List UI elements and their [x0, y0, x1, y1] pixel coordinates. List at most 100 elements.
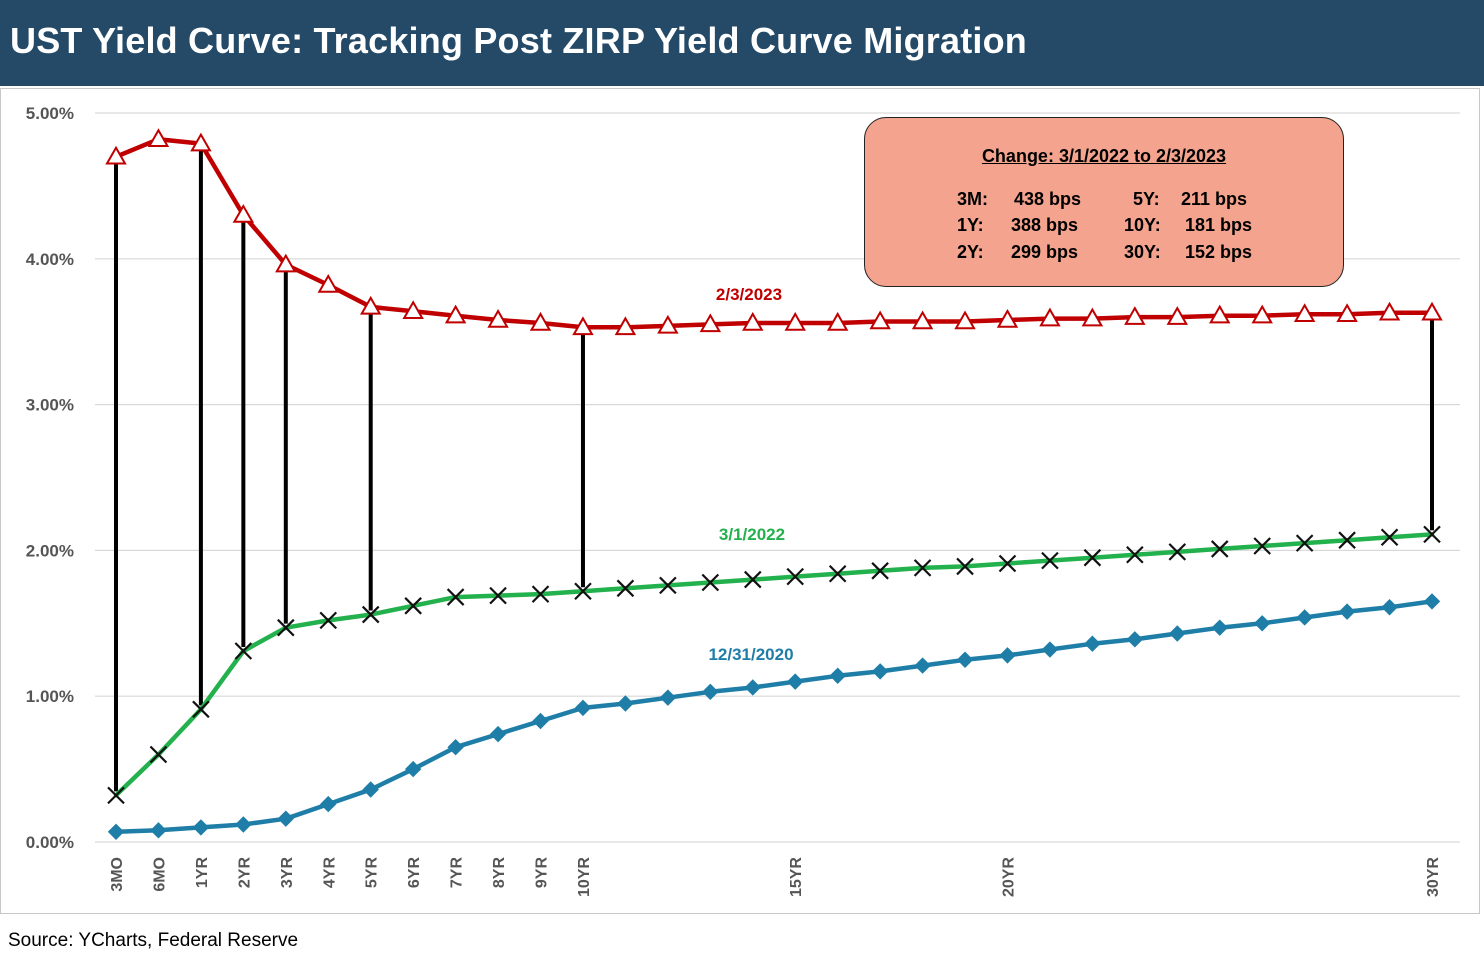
series-line-12-31-2020: [113, 599, 1435, 835]
source-note: Source: YCharts, Federal Reserve: [8, 930, 299, 951]
y-tick-label: 5.00%: [26, 104, 74, 123]
data-point-2-3-2023: [359, 295, 382, 315]
change-row-1-left-value: 438 bps: [1014, 189, 1082, 209]
data-point-12-31-2020: [1169, 625, 1186, 642]
x-tick-label: 8YR: [491, 857, 508, 889]
x-tick-label: 4YR: [321, 857, 338, 889]
change-row-2-left-value: 388 bps: [1011, 215, 1079, 235]
data-point-3-1-2022: [616, 579, 635, 598]
data-point-2-3-2023: [1039, 307, 1061, 327]
x-tick-label: 6YR: [406, 857, 423, 889]
data-point-12-31-2020: [404, 760, 422, 778]
data-point-2-3-2023: [1251, 304, 1273, 324]
data-point-12-31-2020: [1084, 635, 1101, 652]
data-point-3-1-2022: [1295, 534, 1314, 552]
data-point-3-1-2022: [1423, 525, 1441, 544]
x-tick-label: 7YR: [449, 857, 466, 889]
data-point-12-31-2020: [1126, 631, 1144, 648]
data-point-12-31-2020: [829, 667, 846, 684]
change-row-3-left-tenor: 2Y:: [957, 242, 984, 262]
data-point-12-31-2020: [744, 679, 761, 696]
data-point-12-31-2020: [1296, 609, 1313, 626]
data-point-2-3-2023: [105, 145, 127, 165]
change-row-2-right-tenor: 10Y:: [1124, 215, 1161, 235]
data-point-2-3-2023: [275, 253, 297, 273]
data-point-3-1-2022: [786, 567, 805, 586]
data-point-12-31-2020: [702, 683, 719, 701]
data-point-3-1-2022: [1338, 531, 1356, 549]
data-point-3-1-2022: [659, 576, 677, 595]
data-point-12-31-2020: [277, 810, 295, 827]
data-point-3-1-2022: [701, 573, 720, 592]
change-summary-box: Change: 3/1/2022 to 2/3/2023 3M: 438 bps…: [864, 117, 1344, 287]
y-tick-label: 3.00%: [26, 396, 74, 415]
data-point-2-3-2023: [1124, 306, 1146, 325]
y-tick-label: 1.00%: [26, 687, 74, 706]
data-point-12-31-2020: [1041, 641, 1059, 658]
data-point-3-1-2022: [1210, 540, 1229, 558]
data-point-2-3-2023: [1421, 301, 1443, 321]
data-point-2-3-2023: [1209, 304, 1231, 324]
x-tick-label: 2YR: [236, 857, 253, 889]
chart-frame: [0, 88, 1480, 914]
data-point-3-1-2022: [828, 564, 847, 583]
change-row-1-left-tenor: 3M:: [957, 189, 988, 209]
change-row-2-left-tenor: 1Y:: [957, 215, 984, 235]
change-row-3-left-value: 299 bps: [1011, 242, 1079, 262]
data-point-12-31-2020: [489, 725, 507, 743]
change-row-1-right-value: 211 bps: [1181, 189, 1248, 209]
data-point-2-3-2023: [190, 132, 212, 152]
data-point-2-3-2023: [742, 311, 764, 331]
data-point-12-31-2020: [1423, 593, 1441, 610]
data-point-3-1-2022: [489, 586, 507, 605]
data-point-3-1-2022: [1126, 545, 1144, 564]
x-tick-label: 6MO: [151, 857, 168, 892]
change-row-2-right-value: 181 bps: [1185, 215, 1253, 235]
data-point-2-3-2023: [1166, 306, 1189, 325]
data-point-12-31-2020: [1381, 599, 1398, 616]
x-tick-label: 5YR: [364, 857, 381, 889]
data-point-12-31-2020: [659, 689, 677, 706]
series-line-3-1-2022: [113, 532, 1435, 798]
data-point-12-31-2020: [362, 781, 379, 798]
x-tick-label: 10YR: [576, 857, 593, 897]
data-point-3-1-2022: [149, 745, 168, 764]
data-point-3-1-2022: [743, 570, 762, 589]
data-point-3-1-2022: [531, 585, 550, 603]
x-tick-label: 3MO: [109, 857, 126, 892]
data-point-2-3-2023: [699, 313, 722, 333]
data-point-12-31-2020: [320, 795, 337, 813]
data-point-2-3-2023: [317, 274, 339, 293]
x-tick-label: 20YR: [1000, 857, 1017, 897]
data-point-2-3-2023: [954, 310, 976, 330]
y-tick-label: 4.00%: [26, 250, 74, 269]
data-point-2-3-2023: [232, 204, 255, 223]
data-point-3-1-2022: [277, 618, 295, 637]
data-point-3-1-2022: [234, 642, 253, 660]
data-point-3-1-2022: [1083, 548, 1102, 567]
data-point-3-1-2022: [574, 582, 592, 601]
data-point-3-1-2022: [998, 554, 1017, 573]
data-point-12-31-2020: [956, 651, 974, 668]
change-row-3-right-value: 152 bps: [1185, 242, 1253, 262]
data-point-2-3-2023: [572, 316, 594, 336]
series-label-12-31-2020: 12/31/2020: [708, 645, 793, 664]
x-tick-label: 30YR: [1425, 857, 1442, 897]
y-tick-label: 2.00%: [26, 541, 74, 560]
data-point-2-3-2023: [529, 311, 552, 331]
data-point-3-1-2022: [956, 557, 974, 576]
data-point-2-3-2023: [614, 316, 637, 336]
data-point-12-31-2020: [107, 823, 125, 841]
change-row-1-right-tenor: 5Y:: [1133, 189, 1160, 209]
data-point-3-1-2022: [361, 605, 380, 624]
chart-title: UST Yield Curve: Tracking Post ZIRP Yiel…: [10, 20, 1027, 61]
data-point-2-3-2023: [869, 310, 891, 330]
data-point-12-31-2020: [235, 816, 252, 833]
data-point-3-1-2022: [1041, 551, 1059, 570]
data-point-12-31-2020: [192, 819, 210, 836]
data-point-12-31-2020: [871, 663, 889, 680]
data-point-2-3-2023: [1293, 303, 1316, 322]
data-point-12-31-2020: [574, 699, 592, 717]
data-point-3-1-2022: [107, 786, 125, 805]
